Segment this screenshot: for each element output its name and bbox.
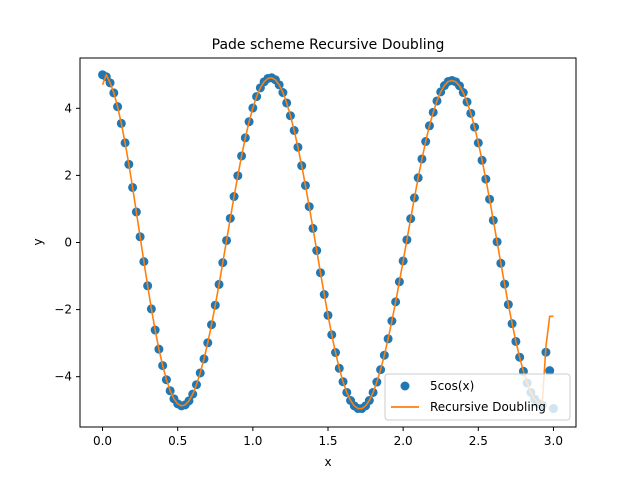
chart-title: Pade scheme Recursive Doubling: [212, 37, 445, 53]
y-tick-label: 0: [64, 236, 72, 250]
x-tick-label: 2.5: [469, 434, 488, 448]
y-tick-label: 4: [64, 101, 72, 115]
x-axis: 0.0 0.5 1.0 1.5 2.0 2.5 3.0: [93, 427, 563, 448]
x-tick-label: 2.0: [394, 434, 413, 448]
series-line-recursive-doubling: [101, 73, 554, 410]
y-axis-label: y: [31, 238, 45, 245]
x-tick-label: 0.0: [93, 434, 112, 448]
y-tick-label: −2: [54, 303, 72, 317]
plot-area: [98, 70, 558, 414]
legend-marker-5cos: [400, 381, 410, 391]
x-tick-label: 0.5: [168, 434, 187, 448]
x-tick-label: 1.5: [318, 434, 337, 448]
scatter-point: [545, 366, 555, 376]
y-axis: −4 −2 0 2 4: [54, 101, 80, 384]
axes-frame: [79, 57, 577, 428]
x-axis-label: x: [324, 455, 331, 469]
legend: 5cos(x) Recursive Doubling: [384, 373, 571, 421]
legend-label-5cos: 5cos(x): [430, 379, 474, 393]
y-tick-label: −4: [54, 370, 72, 384]
legend-label-recursive-doubling: Recursive Doubling: [430, 400, 546, 414]
x-tick-label: 1.0: [243, 434, 262, 448]
legend-box: [384, 373, 571, 421]
x-tick-label: 3.0: [544, 434, 563, 448]
y-tick-label: 2: [64, 168, 72, 182]
